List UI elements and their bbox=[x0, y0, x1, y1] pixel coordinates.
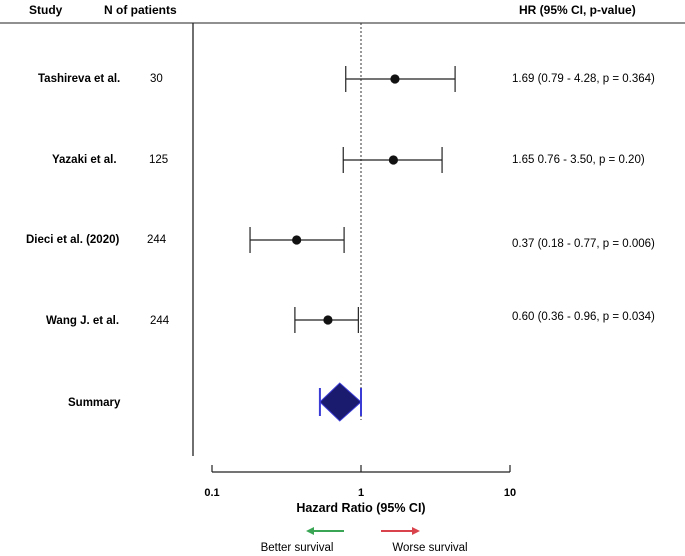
study-name: Wang J. et al. bbox=[46, 315, 119, 327]
study-name: Tashireva et al. bbox=[38, 73, 120, 85]
x-tick-label: 0.1 bbox=[204, 487, 219, 499]
hr-point bbox=[323, 315, 333, 325]
study-row: Wang J. et al. 244 0.60 (0.36 - 0.96, p … bbox=[46, 307, 655, 333]
hr-point bbox=[292, 235, 302, 245]
study-n: 125 bbox=[149, 154, 168, 166]
legend-worse: Worse survival bbox=[381, 527, 468, 554]
study-name: Dieci et al. (2020) bbox=[26, 234, 119, 246]
hr-point bbox=[390, 74, 400, 84]
study-n: 244 bbox=[150, 315, 170, 327]
worse-survival-arrowhead bbox=[412, 527, 420, 535]
summary-diamond bbox=[319, 382, 362, 422]
study-hr-text: 0.37 (0.18 - 0.77, p = 0.006) bbox=[512, 238, 655, 250]
better-survival-arrowhead bbox=[306, 527, 314, 535]
error-bar bbox=[294, 307, 359, 333]
error-bar bbox=[249, 227, 345, 253]
x-tick-label: 1 bbox=[358, 487, 364, 499]
legend-better: Better survival bbox=[261, 527, 344, 554]
study-hr-text: 1.69 (0.79 - 4.28, p = 0.364) bbox=[512, 73, 655, 85]
study-row: Dieci et al. (2020) 244 0.37 (0.18 - 0.7… bbox=[26, 227, 655, 253]
worse-survival-label: Worse survival bbox=[392, 542, 467, 554]
better-survival-label: Better survival bbox=[261, 542, 334, 554]
header-study: Study bbox=[29, 3, 63, 17]
summary-diamond-group bbox=[318, 382, 362, 422]
study-name: Yazaki et al. bbox=[52, 154, 117, 166]
study-hr-text: 0.60 (0.36 - 0.96, p = 0.034) bbox=[512, 311, 655, 323]
x-tick-label: 10 bbox=[504, 487, 516, 499]
x-axis: 0.1 1 10 bbox=[204, 465, 516, 499]
error-bar bbox=[345, 66, 456, 92]
study-row: Yazaki et al. 125 1.65 0.76 - 3.50, p = … bbox=[52, 147, 645, 173]
summary-label: Summary bbox=[68, 397, 121, 409]
header-hr: HR (95% CI, p-value) bbox=[519, 3, 636, 17]
study-n: 244 bbox=[147, 234, 167, 246]
x-axis-title: Hazard Ratio (95% CI) bbox=[296, 501, 425, 515]
header-n-patients: N of patients bbox=[104, 3, 177, 17]
error-bar bbox=[342, 147, 443, 173]
study-row: Tashireva et al. 30 1.69 (0.79 - 4.28, p… bbox=[38, 66, 655, 92]
hr-point bbox=[388, 155, 399, 165]
study-hr-text: 1.65 0.76 - 3.50, p = 0.20) bbox=[512, 154, 645, 166]
study-n: 30 bbox=[150, 73, 163, 85]
